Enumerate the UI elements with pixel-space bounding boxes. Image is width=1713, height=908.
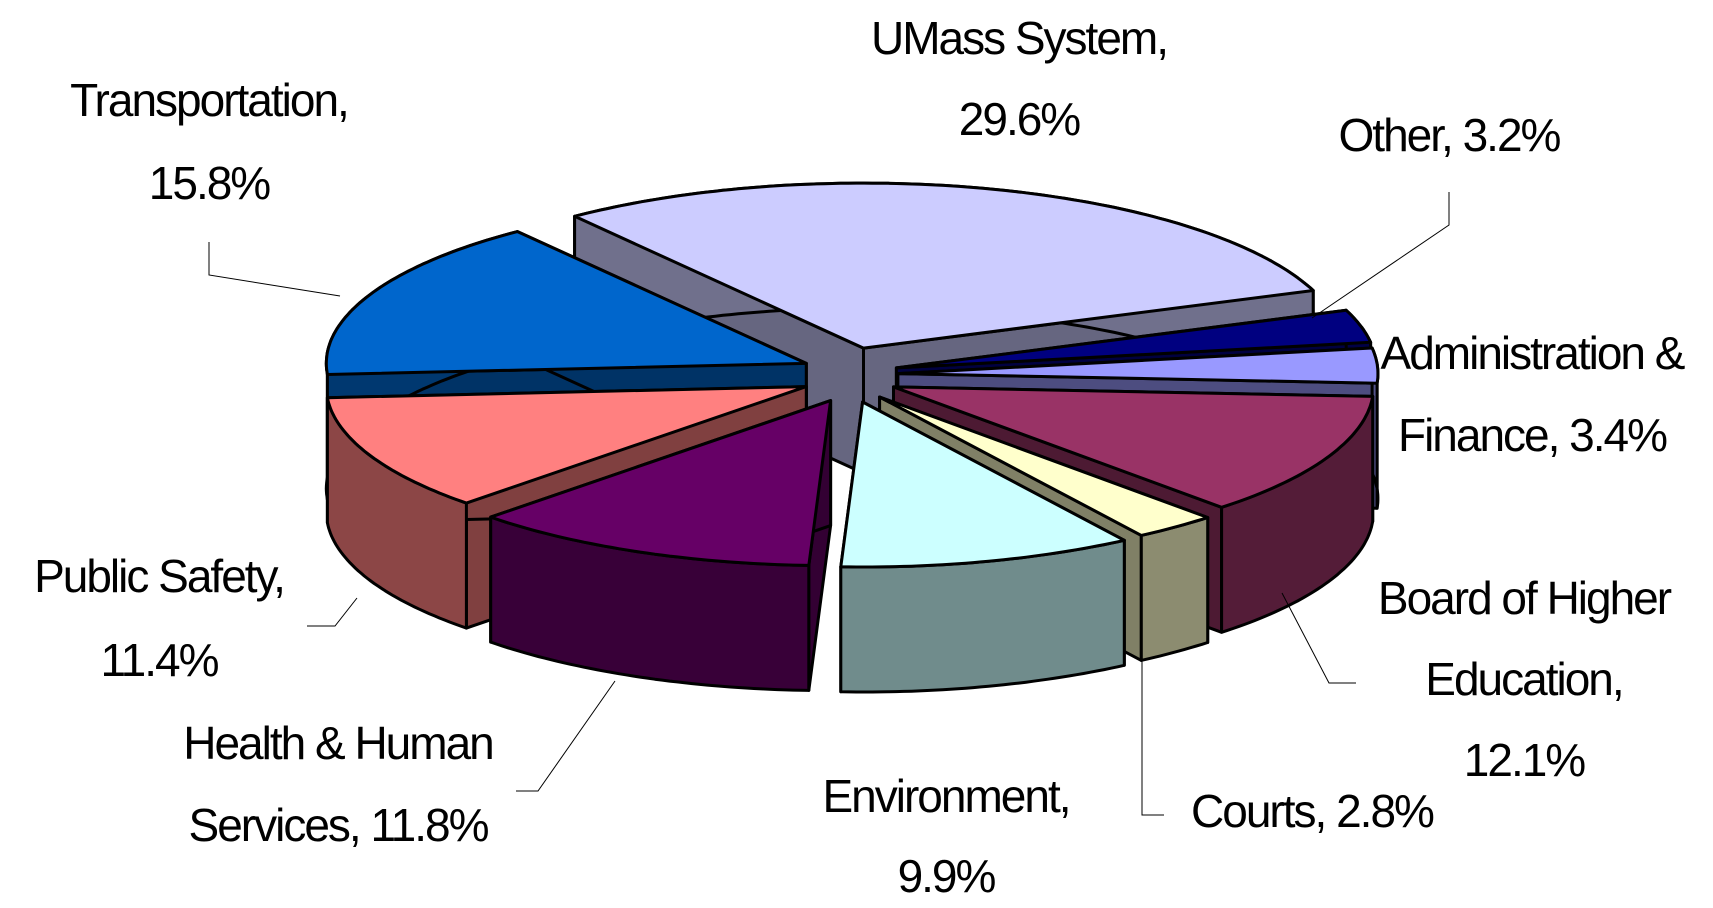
leader-lines [208,192,1450,816]
slice [894,308,1373,370]
leader-line [516,680,616,792]
slice-wall [1139,516,1210,662]
data-label: Finance, 3.4% [1398,409,1667,461]
pie [324,181,1380,694]
data-label: 15.8% [149,157,271,209]
data-label: Education, [1425,653,1622,705]
leader-line [1141,657,1164,816]
data-label: 9.9% [898,850,996,902]
labels: UMass System, 29.6% Other, 3.2% Administrat… [34,12,1687,902]
data-label: 12.1% [1464,734,1586,786]
leader-line [1311,192,1450,319]
slice [325,385,808,505]
slice [573,181,1315,350]
data-label: Courts, 2.8% [1191,785,1434,837]
data-label: 11.4% [100,634,218,686]
data-label: 29.6% [959,93,1081,145]
data-label: Other, 3.2% [1339,109,1561,161]
leader-line [307,597,358,627]
data-label: Environment, [822,770,1069,822]
slice [489,399,833,567]
data-label: Transportation, [70,74,348,126]
data-label: Administration & [1381,327,1685,379]
slice [896,346,1380,385]
slice [839,400,1126,569]
leader-line [1281,592,1356,684]
data-label: Public Safety, [34,550,284,602]
slice [892,385,1375,509]
data-label: Health & Human [183,717,493,769]
slice [324,230,808,376]
data-label: Board of Higher [1378,572,1672,624]
data-label: UMass System, [871,12,1167,64]
leader-line [208,242,341,297]
slice [878,395,1210,537]
data-label: Services, 11.8% [189,799,489,851]
